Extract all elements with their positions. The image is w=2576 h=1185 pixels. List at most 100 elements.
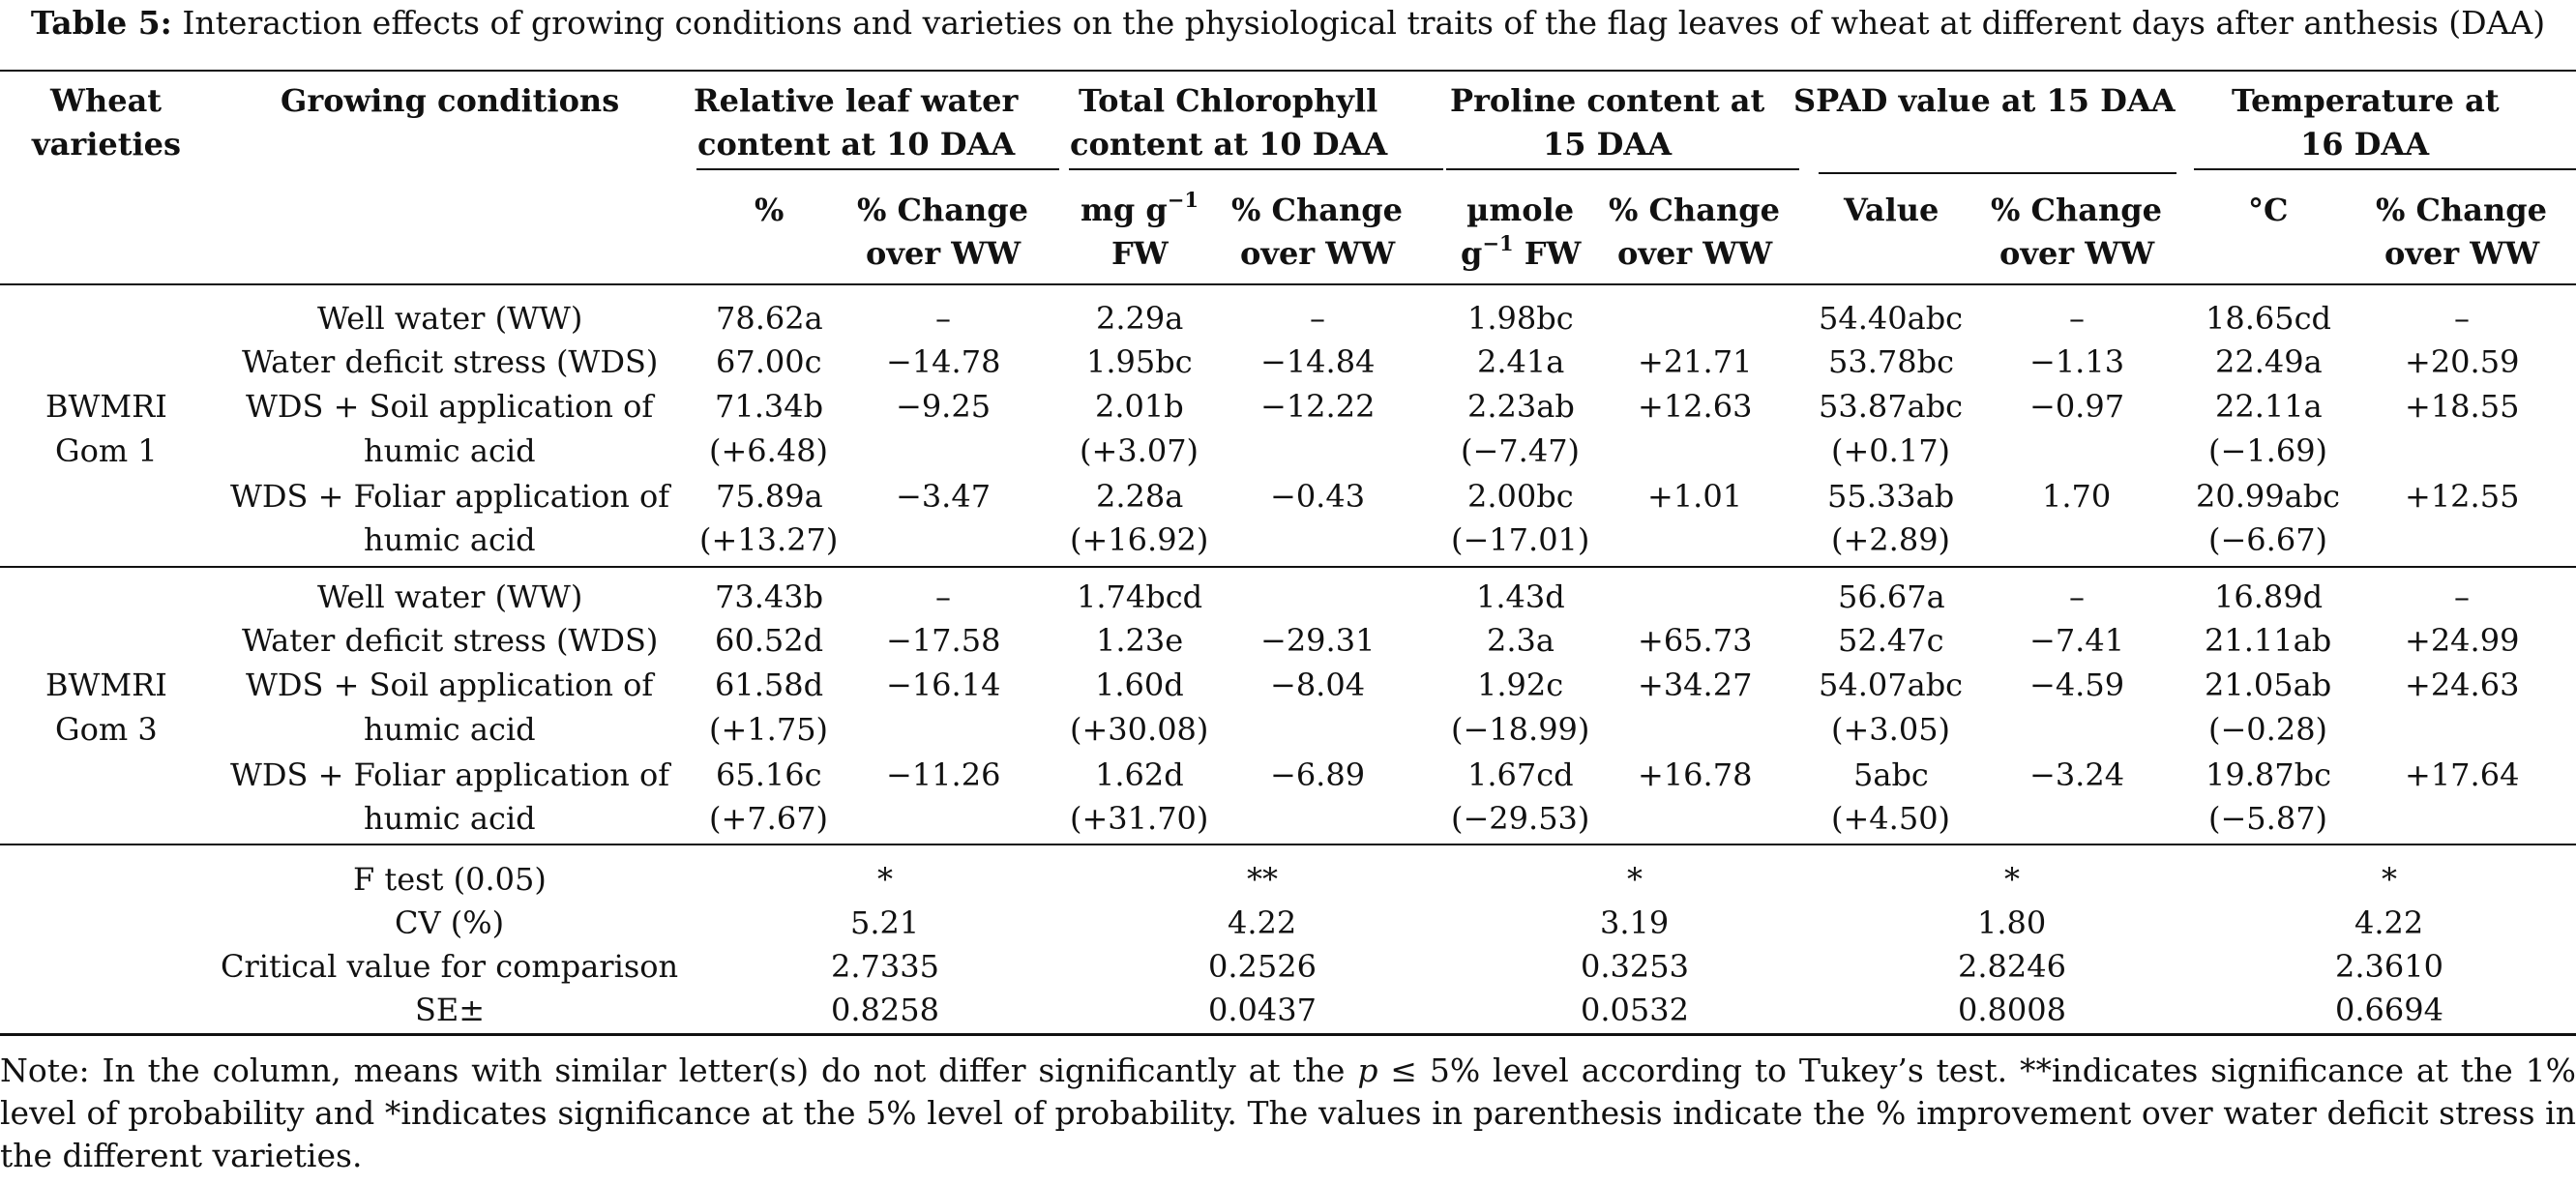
data-cell: 1.92c [1477, 667, 1564, 703]
header-unit-3: over WW [1240, 235, 1396, 272]
header-unit-5: % Change [1609, 192, 1781, 228]
data-cell: – [2069, 578, 2085, 615]
data-cell: +12.55 [2405, 478, 2520, 515]
header-unit-5: over WW [1617, 235, 1773, 272]
header-group-underline [1446, 168, 1799, 170]
data-cell: +21.71 [1638, 343, 1753, 380]
note-p-symbol: p [1357, 1052, 1378, 1089]
data-cell: 60.52d [715, 622, 824, 659]
growing-condition-cell: WDS + Foliar application of [230, 478, 670, 515]
data-cell: (+0.17) [1831, 432, 1951, 469]
header-group-3: SPAD value at 15 DAA [1793, 82, 2176, 119]
data-cell: −11.26 [886, 756, 1001, 793]
data-cell: (+2.89) [1831, 521, 1951, 558]
data-cell: 18.65cd [2206, 300, 2332, 337]
header-group-1: content at 10 DAA [1070, 126, 1388, 163]
data-cell: (+13.27) [699, 521, 839, 558]
data-cell: 22.49a [2215, 343, 2323, 380]
data-cell: +12.63 [1638, 388, 1753, 425]
note-part-2: ≤ 5% level according to Tukey’s test. **… [0, 1052, 2576, 1174]
data-cell: +34.27 [1638, 667, 1753, 703]
data-cell: 2.41a [1477, 343, 1565, 380]
note-part-1: Note: In the column, means with similar … [0, 1052, 1358, 1089]
data-cell: (+30.08) [1070, 711, 1209, 748]
stat-value: 0.0437 [1208, 992, 1317, 1028]
table-caption: Table 5: Interaction effects of growing … [0, 4, 2576, 43]
data-cell: 21.11ab [2205, 622, 2332, 659]
data-cell: 1.60d [1095, 667, 1184, 703]
data-cell: 22.11a [2215, 388, 2323, 425]
stat-value: * [2382, 861, 2397, 898]
stat-value: 0.8258 [831, 992, 939, 1028]
data-cell: −3.47 [896, 478, 992, 515]
header-unit-8: °C [2248, 192, 2289, 228]
data-cell: (−18.99) [1451, 711, 1590, 748]
data-cell: – [2454, 300, 2470, 337]
variety-separator-rule [0, 566, 2576, 568]
growing-condition-cell: humic acid [364, 521, 536, 558]
header-unit-1: over WW [866, 235, 1022, 272]
header-wheat-varieties: varieties [32, 126, 182, 163]
growing-condition-cell: humic acid [364, 800, 536, 837]
header-group-2: Proline content at [1450, 82, 1765, 119]
data-cell: −14.78 [886, 343, 1001, 380]
data-cell: 2.3a [1487, 622, 1554, 659]
data-cell: 71.34b [715, 388, 824, 425]
stat-value: ** [1247, 861, 1278, 898]
data-cell: 1.98bc [1467, 300, 1574, 337]
data-cell: (−29.53) [1451, 800, 1590, 837]
stat-value: 0.2526 [1208, 948, 1317, 985]
data-cell: 1.62d [1095, 756, 1184, 793]
variety-name: BWMRI [45, 388, 167, 425]
header-unit-2-base: mg g [1081, 192, 1168, 228]
data-cell: – [2454, 578, 2470, 615]
header-unit-1: % Change [857, 192, 1029, 228]
data-cell: 2.01b [1095, 388, 1184, 425]
data-cell: −12.22 [1260, 388, 1376, 425]
caption-text: Interaction effects of growing condition… [182, 4, 2546, 42]
header-unit-2-superscript: −1 [1167, 188, 1199, 212]
data-cell: (−1.69) [2208, 432, 2328, 469]
header-growing-conditions: Growing conditions [281, 82, 620, 119]
growing-condition-cell: WDS + Soil application of [246, 388, 654, 425]
header-group-4: Temperature at [2232, 82, 2500, 119]
data-cell: −0.97 [2029, 388, 2125, 425]
data-cell: +65.73 [1638, 622, 1753, 659]
data-cell: +17.64 [2405, 756, 2520, 793]
header-unit-4-line2-tail: FW [1513, 235, 1582, 272]
data-cell: (−0.28) [2208, 711, 2328, 748]
data-cell: 67.00c [716, 343, 822, 380]
bottom-rule [0, 1033, 2576, 1036]
data-cell: (+1.75) [709, 711, 829, 748]
data-cell: −9.25 [896, 388, 992, 425]
data-cell: 55.33ab [1827, 478, 1955, 515]
data-cell: 54.40abc [1819, 300, 1964, 337]
data-cell: 1.74bcd [1077, 578, 1203, 615]
data-cell: −1.13 [2029, 343, 2125, 380]
top-rule [0, 70, 2576, 72]
data-cell: +16.78 [1638, 756, 1753, 793]
data-cell: 19.87bc [2206, 756, 2332, 793]
data-cell: (−17.01) [1451, 521, 1590, 558]
data-cell: −29.31 [1260, 622, 1376, 659]
variety-name: Gom 3 [55, 711, 158, 748]
data-cell: 21.05ab [2205, 667, 2332, 703]
header-unit-2-line2: FW [1111, 235, 1169, 272]
growing-condition-cell: Water deficit stress (WDS) [242, 622, 659, 659]
header-group-2: 15 DAA [1543, 126, 1673, 163]
data-cell: 52.47c [1838, 622, 1944, 659]
data-cell: 54.07abc [1819, 667, 1964, 703]
data-cell: (+6.48) [709, 432, 829, 469]
header-unit-9: over WW [2384, 235, 2540, 272]
data-cell: +20.59 [2405, 343, 2520, 380]
header-unit-7: over WW [1999, 235, 2155, 272]
growing-condition-cell: WDS + Soil application of [246, 667, 654, 703]
data-cell: – [935, 300, 951, 337]
data-cell: (−7.47) [1461, 432, 1581, 469]
header-group-0: Relative leaf water [694, 82, 1019, 119]
stats-separator-rule [0, 844, 2576, 845]
data-cell: – [935, 578, 951, 615]
data-cell: 65.16c [716, 756, 822, 793]
data-cell: −6.89 [1270, 756, 1366, 793]
